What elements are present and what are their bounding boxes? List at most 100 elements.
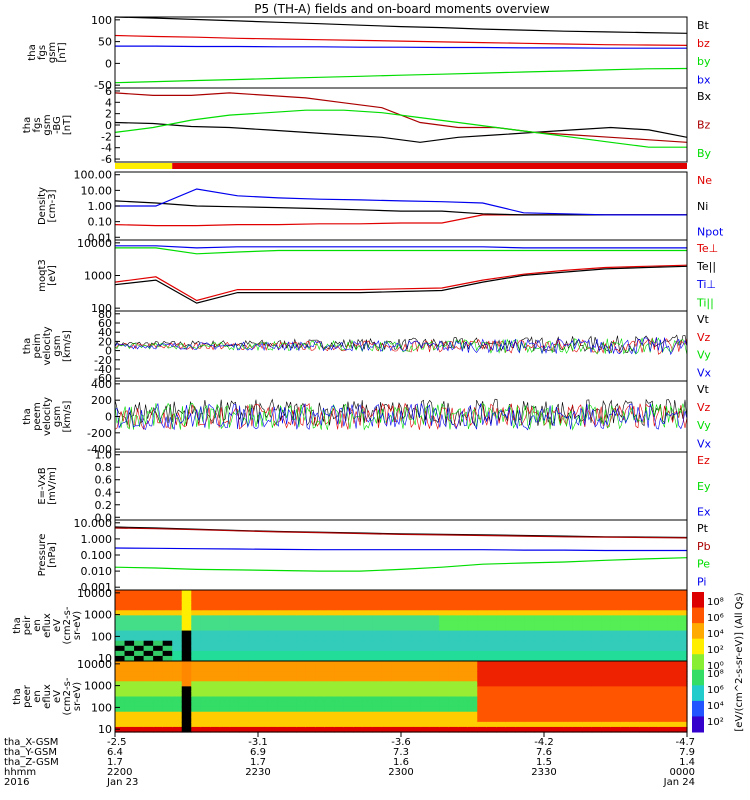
heatmap-cell — [572, 726, 583, 733]
heatmap-cell — [667, 625, 679, 632]
heatmap-cell — [629, 711, 640, 718]
heatmap-cell — [143, 701, 154, 708]
heatmap-cell — [267, 650, 278, 657]
heatmap-cell — [381, 625, 393, 632]
heatmap-cell — [486, 595, 497, 601]
heatmap-cell — [134, 701, 145, 708]
heatmap-cell — [115, 605, 126, 611]
heatmap-cell — [648, 696, 659, 703]
heatmap-cell — [191, 620, 202, 627]
heatmap-cell — [143, 640, 154, 647]
heatmap-cell — [315, 706, 326, 713]
heatmap-cell — [115, 696, 126, 703]
heatmap-cell — [315, 635, 326, 642]
heatmap-cell — [124, 610, 135, 616]
heatmap-cell — [448, 716, 459, 723]
heatmap-cell — [410, 625, 421, 632]
heatmap-cell — [639, 655, 650, 662]
heatmap-cell — [381, 630, 393, 637]
heatmap-cell — [381, 681, 393, 687]
heatmap-cell — [258, 620, 269, 627]
heatmap-cell — [524, 706, 536, 713]
heatmap-cell — [343, 655, 354, 662]
heatmap-cell — [381, 696, 393, 703]
heatmap-cell — [305, 701, 316, 708]
heatmap-cell — [219, 625, 230, 632]
heatmap-cell — [582, 620, 593, 627]
heatmap-cell — [391, 686, 402, 693]
heatmap-cell — [629, 716, 640, 723]
heatmap-cell — [238, 716, 250, 723]
heatmap-cell — [544, 681, 555, 687]
series-noise-3 — [114, 402, 688, 431]
heatmap-cell — [153, 625, 164, 632]
heatmap-cell — [372, 691, 383, 698]
heatmap-cell — [458, 655, 469, 662]
heatmap-cell — [248, 666, 259, 672]
heatmap-cell — [458, 630, 469, 637]
heatmap-cell — [277, 681, 288, 687]
heatmap-cell — [238, 635, 250, 642]
heatmap-cell — [591, 721, 602, 728]
tick-label: 0.001 — [81, 581, 113, 594]
heatmap-cell — [134, 696, 145, 703]
heatmap-cell — [343, 686, 354, 693]
heatmap-cell — [258, 726, 269, 733]
heatmap-cell — [134, 620, 145, 627]
heatmap-cell — [277, 600, 288, 606]
heatmap-cell — [124, 650, 135, 657]
heatmap-cell — [601, 661, 612, 667]
heatmap-cell — [534, 661, 545, 667]
heatmap-cell — [429, 615, 440, 622]
heatmap-cell — [305, 686, 316, 693]
tick-label: 6 — [105, 85, 112, 98]
heatmap-cell — [334, 615, 345, 622]
heatmap-cell — [124, 681, 135, 687]
heatmap-cell — [134, 666, 145, 672]
heatmap-cell — [658, 625, 669, 632]
heatmap-cell — [667, 600, 679, 606]
heatmap-cell — [648, 625, 659, 632]
heatmap-cell — [248, 686, 259, 693]
tick-label: 100 — [91, 302, 112, 315]
heatmap-cell — [515, 726, 526, 733]
heatmap-cell — [296, 615, 307, 622]
heatmap-cell — [143, 706, 154, 713]
heatmap-cell — [267, 600, 278, 606]
heatmap-cell — [429, 635, 440, 642]
heatmap-cell — [458, 721, 469, 728]
tick-label: 80 — [98, 308, 112, 321]
heatmap-cell — [496, 640, 507, 647]
heatmap-cell — [324, 676, 335, 682]
heatmap-cell — [667, 681, 679, 687]
heatmap-cell — [439, 701, 450, 708]
heatmap-cell — [658, 666, 669, 672]
panel-9: 10000100010010thapeerenefluxeV(cm2-s-sr-… — [12, 658, 688, 736]
heatmap-cell — [115, 590, 126, 596]
heatmap-cell — [162, 625, 173, 632]
heatmap-cell — [277, 671, 288, 677]
heatmap-cell — [505, 666, 516, 672]
heatmap-cell — [544, 625, 555, 632]
heatmap-cell — [658, 655, 669, 662]
figure-title: P5 (TH-A) fields and on-board moments ov… — [254, 2, 550, 16]
heatmap-cell — [658, 635, 669, 642]
heatmap-cell — [286, 686, 297, 693]
heatmap-cell — [610, 726, 621, 733]
heatmap-cell — [324, 595, 335, 601]
heatmap-cell — [467, 595, 478, 601]
heatmap-cell — [277, 701, 288, 708]
heatmap-cell — [181, 600, 192, 606]
heatmap-cell — [429, 686, 440, 693]
colorbar-swatch — [692, 716, 704, 733]
heatmap-cell — [677, 630, 688, 637]
heatmap-cell — [496, 650, 507, 657]
heatmap-cell — [648, 681, 659, 687]
heatmap-cell — [200, 701, 211, 708]
heatmap-cell — [115, 661, 126, 667]
heatmap-cell — [515, 655, 526, 662]
heatmap-cell — [524, 726, 536, 733]
heatmap-cell — [658, 706, 669, 713]
heatmap-cell — [305, 661, 316, 667]
